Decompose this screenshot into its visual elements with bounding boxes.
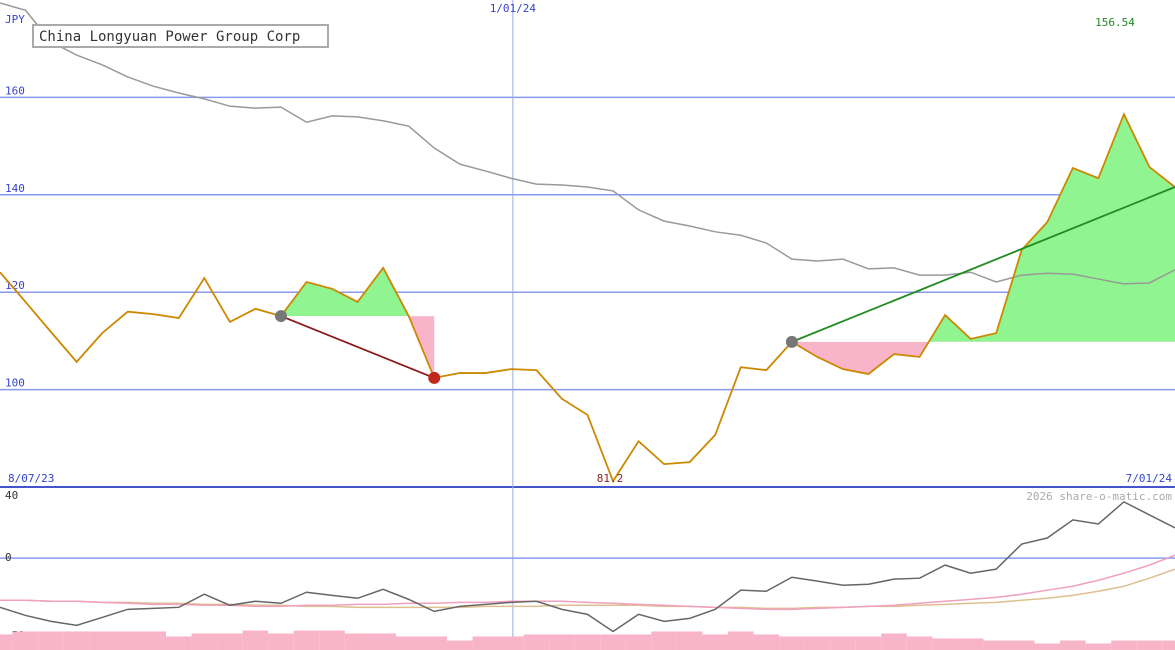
y-tick-label: 100 <box>5 377 25 390</box>
credit: 2026 share-o-matic.com <box>1026 490 1172 503</box>
osc-bar <box>0 634 13 650</box>
y-tick-label: 0 <box>5 551 12 564</box>
osc-bar <box>957 638 984 650</box>
osc-bar <box>523 634 550 650</box>
osc-bar <box>1111 640 1137 650</box>
osc-bar <box>1060 640 1086 650</box>
osc-bar <box>1034 643 1061 650</box>
trade-line <box>791 186 1175 343</box>
price-line <box>0 2 1175 285</box>
osc-bar <box>549 634 575 650</box>
osc-bar <box>191 633 218 650</box>
osc-bar <box>472 636 499 650</box>
osc-line <box>0 568 1175 610</box>
osc-bar <box>574 634 601 650</box>
title-box <box>32 24 329 48</box>
osc-bar <box>1085 643 1112 650</box>
y-axis-label: JPY <box>5 13 25 26</box>
osc-bar <box>676 631 703 650</box>
osc-bar <box>293 630 320 650</box>
osc-bar <box>38 631 64 650</box>
osc-bar <box>702 634 728 650</box>
osc-bar <box>114 631 141 650</box>
trade-entry <box>785 335 798 348</box>
osc-bar <box>855 636 882 650</box>
osc-bar <box>140 631 167 650</box>
osc-bar <box>217 633 243 650</box>
x-tick-label: 7/01/24 <box>1126 472 1173 485</box>
osc-bar <box>395 636 422 650</box>
trade-entry <box>274 310 287 323</box>
y-tick-label: 160 <box>5 84 25 97</box>
min-label: 81.2 <box>597 472 624 485</box>
osc-bar <box>932 638 958 650</box>
trade-exit <box>428 371 441 384</box>
osc-bar <box>1136 640 1163 650</box>
osc-bar <box>370 633 396 650</box>
osc-bar <box>242 630 269 650</box>
osc-bar <box>830 636 856 650</box>
osc-bar <box>421 636 448 650</box>
osc-bar <box>600 634 626 650</box>
osc-bar <box>268 633 294 650</box>
x-tick-label: 8/07/23 <box>8 472 54 485</box>
osc-bar <box>1008 640 1035 650</box>
osc-bar <box>983 640 1009 650</box>
chart-title: China Longyuan Power Group Corp <box>39 29 300 45</box>
y-tick-label: 140 <box>5 182 25 195</box>
osc-bar <box>881 633 907 650</box>
osc-bar <box>166 636 192 650</box>
osc-line <box>0 554 1175 611</box>
osc-bar <box>344 633 371 650</box>
osc-line <box>0 500 1175 633</box>
y-tick-label: 40 <box>5 489 18 502</box>
osc-bar <box>1162 640 1175 650</box>
osc-bar <box>498 636 524 650</box>
osc-bar <box>89 631 115 650</box>
loss-area <box>280 316 435 378</box>
osc-bar <box>12 631 39 650</box>
loss-area <box>791 341 1175 375</box>
osc-bar <box>63 631 90 650</box>
osc-bar <box>625 634 652 650</box>
x-tick-label: 1/01/24 <box>490 2 537 15</box>
osc-bar <box>727 631 754 650</box>
osc-bar <box>779 636 805 650</box>
osc-bar <box>447 640 473 650</box>
osc-bar <box>753 634 780 650</box>
osc-bar <box>651 631 677 650</box>
osc-bar <box>906 636 933 650</box>
trade-line <box>280 315 435 379</box>
price-line <box>0 112 1175 484</box>
osc-bar <box>319 630 345 650</box>
gain-area <box>280 267 435 317</box>
max-label: 156.54 <box>1095 16 1135 29</box>
osc-bar <box>804 636 831 650</box>
